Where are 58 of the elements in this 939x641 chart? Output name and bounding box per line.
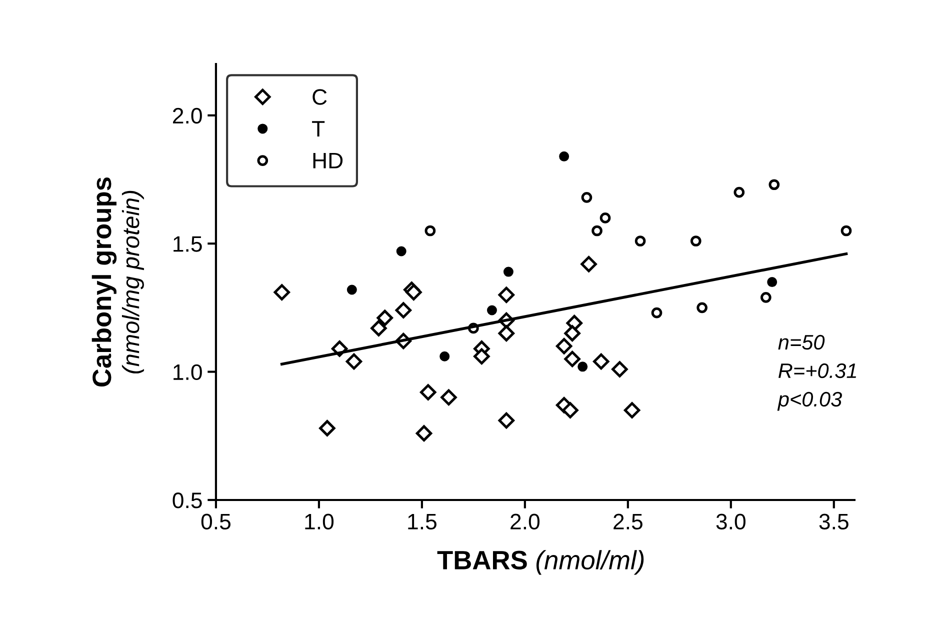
y-tick-label: 1.5: [174, 236, 202, 252]
point: [440, 351, 450, 362]
y-tick-label: 0.5: [172, 492, 202, 508]
y-tick-label: 2.0: [173, 108, 202, 124]
point: [274, 284, 290, 300]
point: [767, 277, 778, 288]
point: [696, 302, 708, 314]
point: [440, 389, 457, 406]
y-tick-label: 1.0: [174, 364, 202, 380]
x-tick-label: 0.5: [201, 514, 230, 530]
point: [498, 412, 515, 429]
point: [503, 266, 514, 277]
point: [592, 225, 602, 236]
point: [634, 236, 646, 246]
x-tick-label: 1.0: [305, 514, 334, 530]
point: [486, 305, 497, 316]
point: [376, 310, 393, 326]
point: [346, 353, 362, 370]
point: [474, 348, 490, 365]
point: [424, 225, 436, 236]
point: [690, 236, 702, 246]
point: [346, 284, 357, 295]
point: [370, 320, 387, 336]
y-axis-title: Carbonyl groups (nmol/mg protein): [92, 178, 144, 387]
point: [600, 212, 611, 224]
point: [593, 353, 610, 370]
point: [564, 325, 580, 342]
point: [734, 186, 745, 198]
x-tick-label: 2.5: [614, 514, 642, 530]
point: [624, 402, 640, 418]
point: [498, 325, 515, 342]
point: [395, 302, 412, 318]
point: [651, 307, 662, 318]
point: [556, 338, 572, 354]
point: [420, 384, 436, 400]
legend-label: C: [312, 89, 327, 105]
point: [768, 179, 780, 190]
x-tick-label: 1.5: [408, 514, 436, 530]
point: [396, 246, 406, 256]
legend-label: T: [312, 121, 325, 136]
point: [564, 350, 580, 368]
x-tick-label: 3.5: [819, 514, 848, 530]
point: [562, 402, 578, 418]
point: [416, 425, 432, 442]
point: [559, 151, 570, 162]
point: [498, 286, 515, 303]
point: [612, 361, 628, 378]
annotation: n=50 R=+0.31 p<0.03: [777, 334, 856, 411]
point: [760, 292, 772, 303]
legend-label: HD: [313, 153, 343, 168]
x-tick-label: 3.0: [716, 514, 746, 530]
point: [578, 362, 588, 372]
point: [840, 225, 852, 236]
point: [581, 192, 592, 203]
x-axis-title: TBARS (nmol/ml): [437, 550, 644, 575]
point: [319, 420, 336, 436]
x-tick-label: 2.0: [510, 514, 540, 530]
point: [580, 256, 597, 272]
